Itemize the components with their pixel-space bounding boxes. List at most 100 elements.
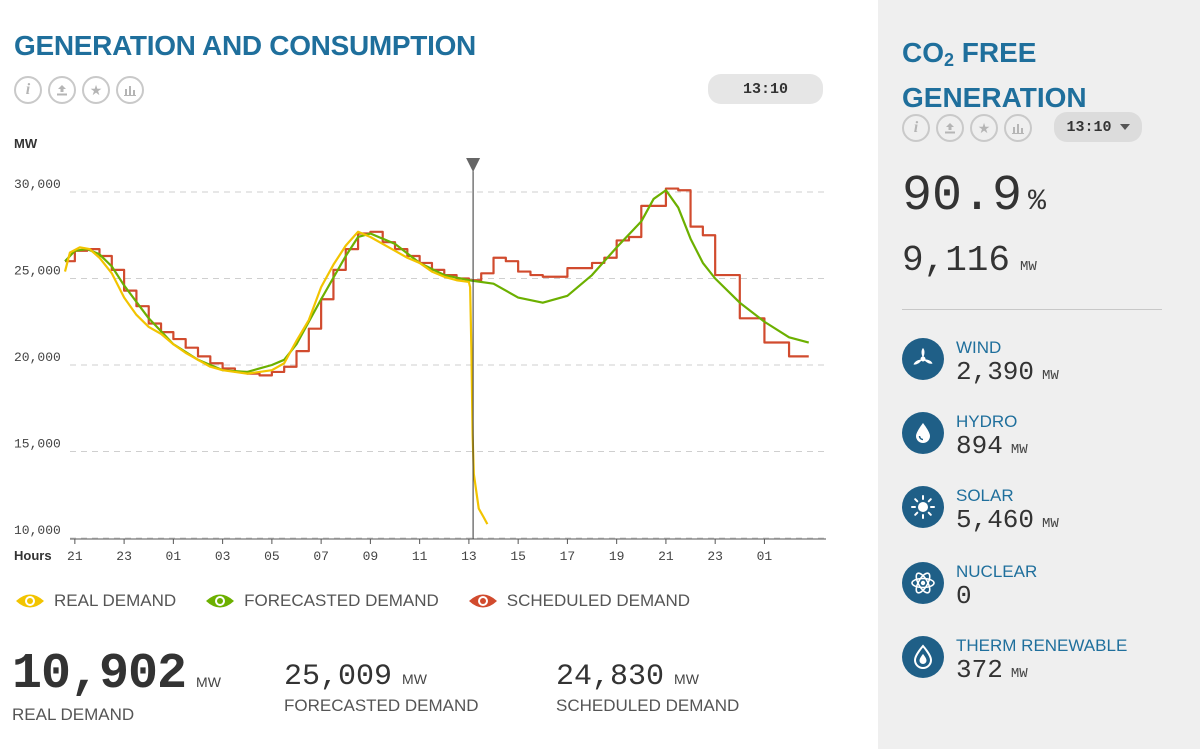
- forecasted-demand-label: FORECASTED DEMAND: [284, 696, 479, 715]
- forecasted-demand-unit: MW: [402, 671, 427, 687]
- upload-icon[interactable]: [48, 76, 76, 104]
- source-value: 2,390: [956, 357, 1035, 387]
- total-unit: MW: [1020, 259, 1037, 275]
- percent-value: 90.9: [902, 168, 1023, 225]
- source-value: 5,460: [956, 505, 1035, 535]
- source-solar: SOLAR 5,460 MW: [902, 486, 1059, 535]
- y-tick-label: 15,000: [14, 437, 61, 452]
- x-tick-label: 19: [609, 549, 625, 564]
- x-tick-label: 23: [707, 549, 723, 564]
- x-tick-label: 21: [658, 549, 674, 564]
- y-tick-label: 20,000: [14, 350, 61, 365]
- scheduled-demand-stat: 24,830 MW SCHEDULED DEMAND: [556, 660, 739, 716]
- series-forecasted-demand: [64, 189, 810, 374]
- x-tick-label: 15: [510, 549, 526, 564]
- bar-chart-icon[interactable]: [1004, 114, 1032, 142]
- scheduled-demand-unit: MW: [674, 671, 699, 687]
- co2-free-percent: 90.9%: [902, 168, 1046, 225]
- percent-sign: %: [1028, 185, 1047, 219]
- title-free: FREE: [954, 37, 1037, 68]
- info-icon[interactable]: i: [14, 76, 42, 104]
- water-drop-icon: [902, 412, 944, 454]
- real-demand-unit: MW: [196, 674, 221, 690]
- title-generation: GENERATION: [902, 82, 1087, 113]
- co2-free-title: CO2 FREE GENERATION: [902, 34, 1087, 116]
- source-value: 372: [956, 655, 1003, 685]
- source-unit: MW: [1010, 442, 1028, 458]
- time-selector[interactable]: 13:10: [708, 74, 823, 104]
- y-tick-label: 10,000: [14, 523, 61, 538]
- info-icon[interactable]: i: [902, 114, 930, 142]
- divider: [902, 309, 1162, 310]
- source-unit: MW: [1042, 368, 1059, 384]
- source-unit: MW: [1042, 516, 1059, 532]
- forecasted-demand-stat: 25,009 MW FORECASTED DEMAND: [284, 660, 479, 716]
- x-tick-label: 09: [363, 549, 379, 564]
- y-axis: 10,000 15,000 20,000 25,000 30,000: [14, 177, 61, 538]
- source-wind: WIND 2,390 MW: [902, 338, 1059, 387]
- x-tick-label: 17: [560, 549, 576, 564]
- panel-toolbar: i ★: [902, 114, 1032, 142]
- real-demand-label: REAL DEMAND: [12, 705, 135, 724]
- scheduled-demand-label: SCHEDULED DEMAND: [556, 696, 740, 715]
- x-tick-label: 07: [313, 549, 329, 564]
- real-demand-value: 10,902: [12, 646, 187, 703]
- y-axis-label: MW: [14, 136, 38, 151]
- chart-title: GENERATION AND CONSUMPTION: [14, 30, 476, 61]
- legend-label: REAL DEMAND: [54, 591, 177, 610]
- panel-time-dropdown[interactable]: 13:10: [1054, 112, 1142, 142]
- source-value: 894: [956, 431, 1003, 461]
- generation-consumption-panel: GENERATION AND CONSUMPTION i ★ 13:10 10,…: [12, 30, 826, 725]
- x-tick-label: 23: [116, 549, 132, 564]
- total-value: 9,116: [902, 240, 1011, 281]
- chart-legend: REAL DEMAND FORECASTED DEMAND SCHEDULED …: [14, 590, 718, 612]
- x-tick-label: 03: [215, 549, 231, 564]
- upload-icon[interactable]: [936, 114, 964, 142]
- sun-icon: [902, 486, 944, 528]
- flame-drop-icon: [902, 636, 944, 678]
- co2-free-total: 9,116 MW: [902, 240, 1037, 281]
- source-unit: MW: [1010, 666, 1028, 682]
- title-subscript: 2: [944, 50, 955, 70]
- forecasted-demand-value: 25,009: [284, 660, 393, 694]
- x-tick-label: 01: [757, 549, 773, 564]
- y-tick-label: 25,000: [14, 264, 61, 279]
- x-tick-label: 11: [412, 549, 428, 564]
- source-name: NUCLEAR: [956, 562, 1038, 581]
- chart-toolbar: i ★: [14, 76, 144, 104]
- atom-icon: [902, 562, 944, 604]
- star-icon[interactable]: ★: [82, 76, 110, 104]
- co2-free-panel: CO2 FREE GENERATION i ★ 13:10 90.9% 9,11…: [878, 0, 1200, 749]
- now-marker[interactable]: [466, 158, 481, 539]
- wind-turbine-icon: [902, 338, 944, 380]
- real-demand-stat: 10,902 MW REAL DEMAND: [12, 646, 221, 725]
- demand-line-chart: 10,000 15,000 20,000 25,000 30,000 21 23 01 03 0…: [14, 136, 826, 564]
- legend-real-demand[interactable]: REAL DEMAND: [14, 590, 176, 612]
- legend-scheduled-demand[interactable]: SCHEDULED DEMAND: [467, 590, 690, 612]
- source-therm-renewable: THERM RENEWABLE 372 MW: [902, 636, 1127, 685]
- legend-label: SCHEDULED DEMAND: [506, 591, 690, 610]
- source-value: 0: [956, 581, 972, 611]
- series-lines: [63, 187, 810, 525]
- x-axis: 21 23 01 03 05 07 09 11 13 15 17 19 21 23 01: [67, 538, 826, 564]
- source-name: THERM RENEWABLE: [956, 636, 1128, 655]
- star-icon[interactable]: ★: [970, 114, 998, 142]
- source-name: HYDRO: [956, 412, 1018, 431]
- source-nuclear: NUCLEAR 0: [902, 562, 1037, 611]
- source-name: SOLAR: [956, 486, 1014, 505]
- source-hydro: HYDRO 894 MW: [902, 412, 1028, 461]
- grid-lines: [70, 191, 826, 539]
- x-tick-label: 21: [67, 549, 83, 564]
- chevron-down-icon: [1119, 124, 1130, 130]
- series-scheduled-demand: [65, 187, 809, 377]
- series-real-demand: [63, 230, 489, 525]
- x-tick-label: 13: [461, 549, 477, 564]
- source-name: WIND: [956, 338, 1002, 357]
- x-tick-label: 01: [166, 549, 182, 564]
- panel-time-value: 13:10: [1066, 118, 1112, 136]
- scheduled-demand-value: 24,830: [556, 660, 665, 694]
- legend-forecasted-demand[interactable]: FORECASTED DEMAND: [204, 590, 439, 612]
- x-axis-label: Hours: [14, 548, 52, 563]
- eye-icon: [206, 594, 235, 608]
- bar-chart-icon[interactable]: [116, 76, 144, 104]
